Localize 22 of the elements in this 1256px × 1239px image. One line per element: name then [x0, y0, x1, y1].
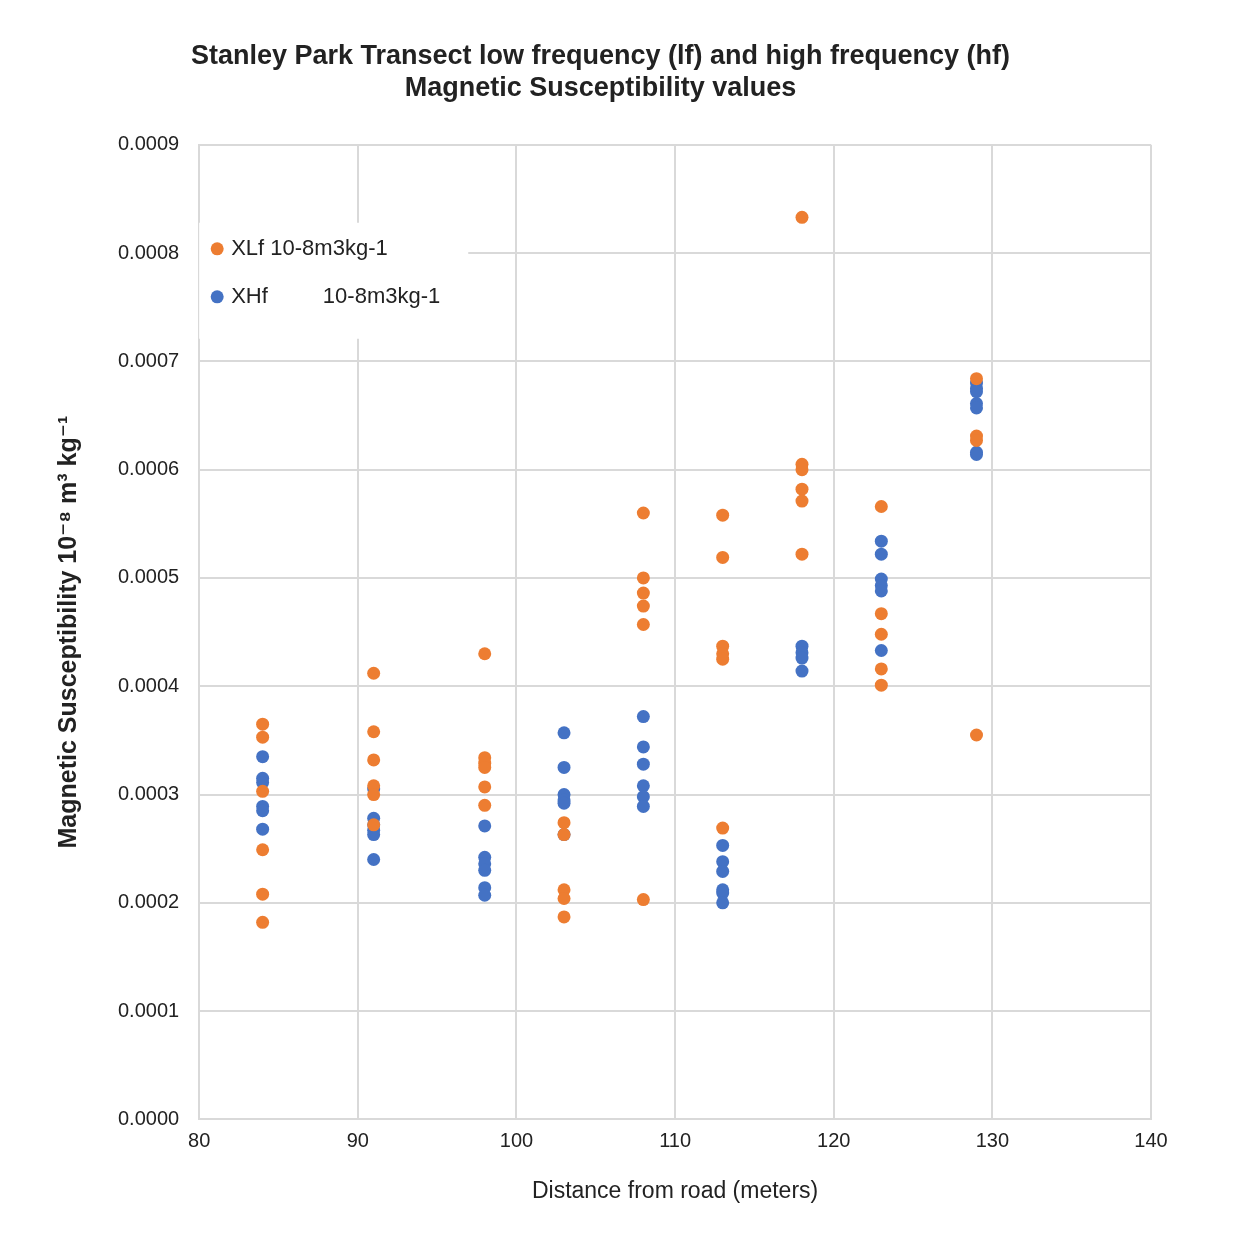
- y-tick-label: 0.0008: [118, 240, 180, 263]
- x-tick-label: 120: [817, 1128, 851, 1151]
- y-tick-label: 0.0006: [118, 457, 180, 480]
- legend-label: XLf 10-8m3kg-1: [231, 234, 388, 260]
- y-tick-label: 0.0007: [118, 348, 180, 371]
- y-tick-label: 0.0009: [118, 132, 180, 155]
- x-tick-label: 100: [499, 1128, 534, 1151]
- x-axis-title: Distance from road (meters): [531, 1176, 819, 1203]
- y-axis-title: Magnetic Susceptibility 10⁻⁸ m³ kg⁻¹: [52, 415, 81, 849]
- x-tick-label: 80: [188, 1128, 211, 1151]
- y-tick-label: 0.0002: [118, 890, 180, 913]
- y-tick-label: 0.0004: [118, 673, 180, 696]
- x-tick-label: 140: [1134, 1128, 1168, 1151]
- x-tick-label: 90: [346, 1128, 369, 1151]
- legend-label: XHf 10-8m3kg-1: [231, 282, 441, 308]
- y-tick-label: 0.0001: [118, 998, 180, 1021]
- chart-title: Stanley Park Transect low frequency (lf) and high frequency (hf) Magnetic Susceptibility values: [190, 39, 1011, 103]
- x-tick-label: 110: [659, 1128, 692, 1151]
- x-tick-label: 130: [975, 1128, 1010, 1151]
- y-tick-label: 0.0005: [118, 565, 180, 588]
- y-tick-label: 0.0003: [118, 782, 180, 805]
- y-tick-label: 0.0000: [118, 1106, 180, 1129]
